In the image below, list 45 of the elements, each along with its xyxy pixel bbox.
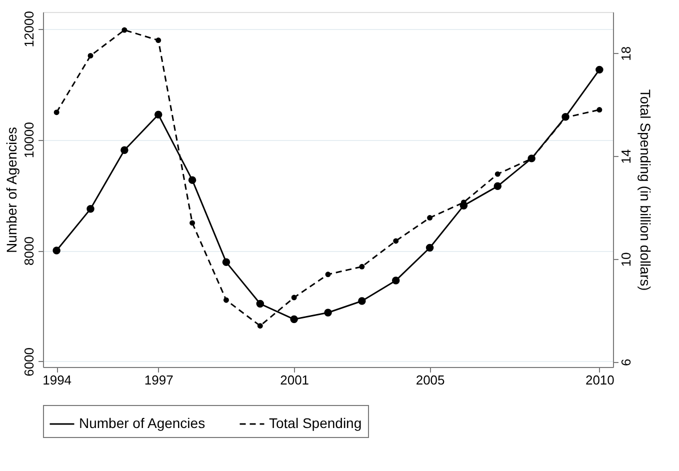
x-tick-label: 1994	[42, 372, 72, 388]
point	[156, 38, 162, 44]
point	[358, 297, 366, 305]
legend-label: Total Spending	[269, 415, 362, 431]
y2-tick-label: 10	[618, 252, 634, 267]
point	[88, 53, 94, 58]
point	[86, 205, 94, 213]
x-tick-label: 2010	[585, 372, 614, 388]
point	[257, 323, 263, 329]
point	[122, 27, 128, 33]
y2-tick-label: 18	[618, 46, 634, 61]
point	[325, 272, 331, 278]
point	[494, 182, 502, 190]
y-tick-label: 10000	[22, 122, 36, 158]
point	[494, 171, 500, 177]
y2-tick-label: 14	[618, 149, 634, 164]
y2-tick-label: 6	[618, 358, 634, 366]
point	[392, 276, 400, 284]
y-tick-label: 8000	[22, 236, 36, 266]
point	[52, 246, 60, 254]
point	[427, 215, 433, 221]
point	[324, 308, 332, 317]
point	[222, 258, 230, 266]
y-axis-title: Number of Agencies	[4, 126, 20, 254]
point	[290, 315, 298, 324]
point	[256, 300, 264, 308]
point	[120, 146, 128, 154]
point	[188, 176, 196, 184]
point	[54, 110, 60, 116]
point	[190, 220, 196, 226]
point	[426, 244, 434, 252]
point	[359, 264, 365, 270]
point	[223, 297, 229, 303]
x-tick-label: 1997	[144, 372, 174, 388]
y2-axis-title: Total Spending (in billion dollars)	[638, 89, 654, 291]
y-tick-label: 12000	[22, 11, 36, 48]
y-tick-label: 6000	[22, 347, 36, 376]
point	[291, 294, 297, 300]
point	[154, 110, 162, 118]
point	[596, 107, 602, 112]
legend-label: Number of Agencies	[79, 415, 206, 431]
x-tick-label: 2001	[280, 372, 310, 388]
point	[596, 66, 604, 74]
x-tick-label: 2005	[416, 372, 445, 388]
point	[393, 238, 399, 244]
